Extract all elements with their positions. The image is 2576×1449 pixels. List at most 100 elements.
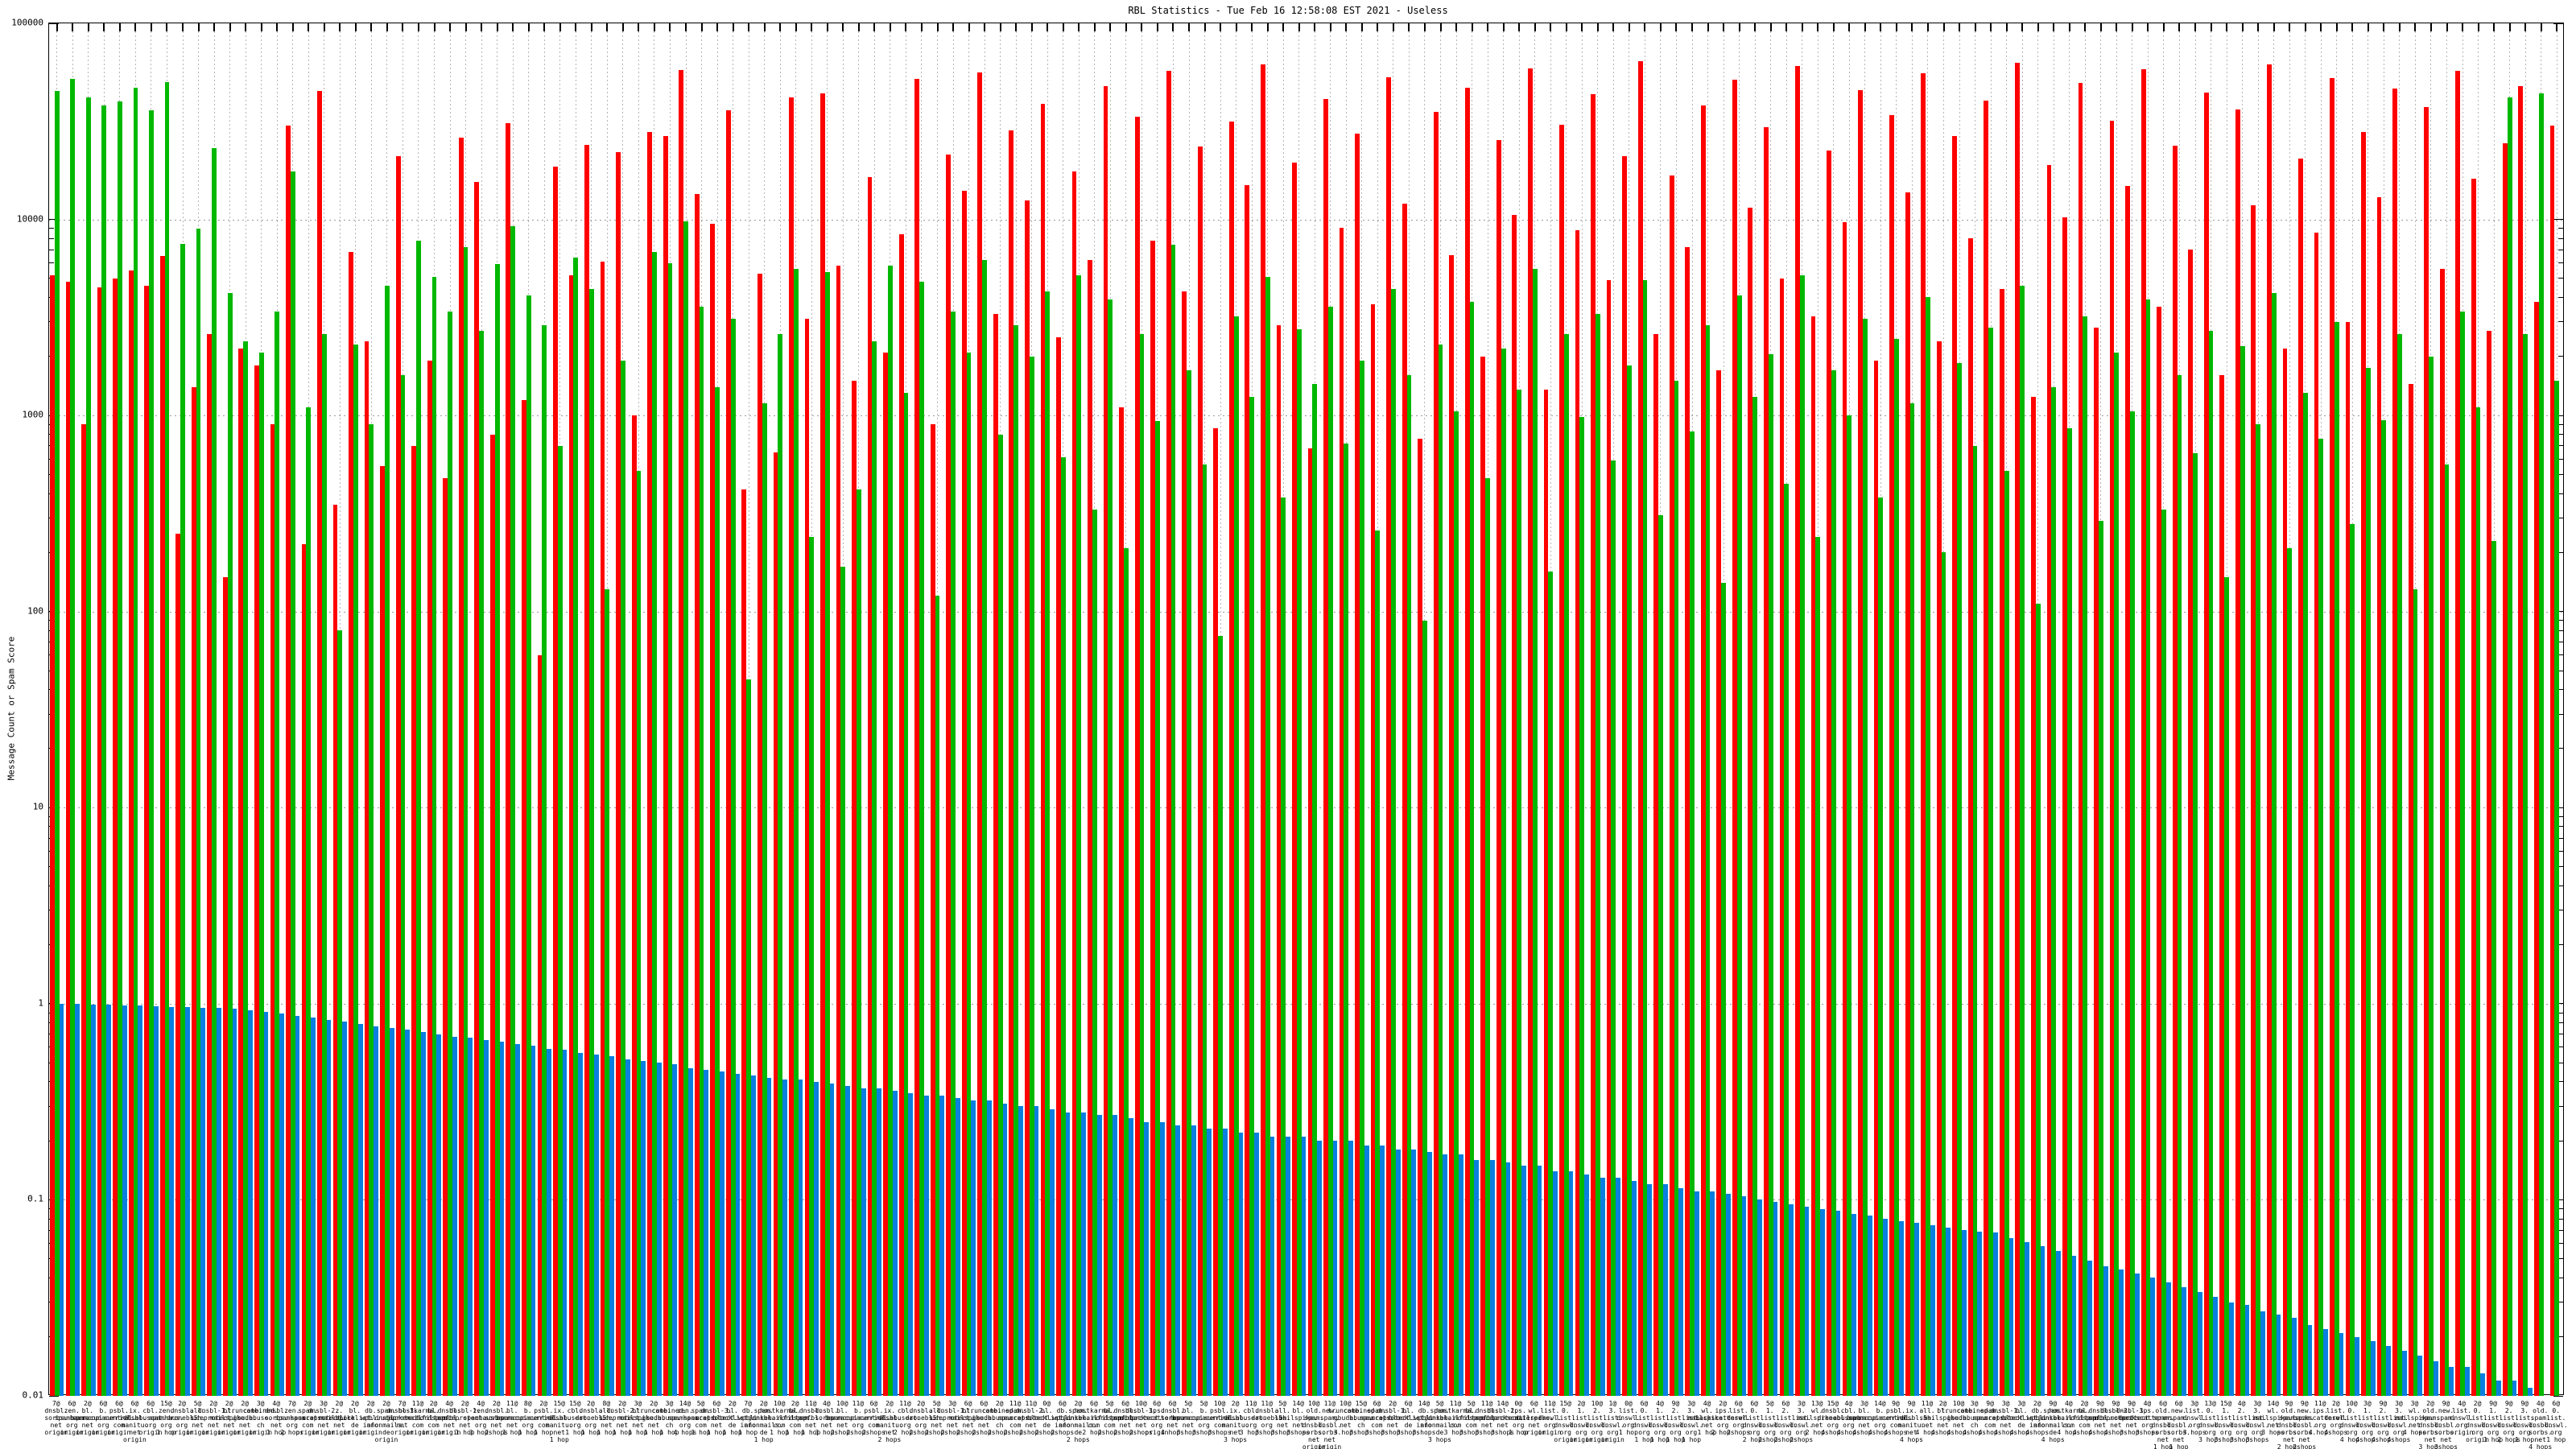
x-tick-label: 2@ db. wpbl. info origin — [358, 1400, 382, 1436]
bar-score — [1269, 1136, 1275, 1396]
bar-spam — [54, 91, 60, 1396]
bar-not-spam — [1873, 361, 1879, 1396]
bar-spam — [1532, 268, 1538, 1396]
x-tick-label: 6@ zen. spamhaus. org origin — [54, 1400, 89, 1436]
bar-spam — [1281, 497, 1286, 1396]
bar-spam — [1784, 483, 1790, 1396]
y-minor-tick — [2558, 1208, 2563, 1210]
x-tick-label: 14@ wl. mailspike. net 3 hops — [2253, 1400, 2293, 1436]
y-minor-tick — [2558, 1336, 2563, 1338]
bar-not-spam — [1245, 184, 1250, 1396]
bar-score — [59, 1003, 64, 1396]
x-top-tick — [716, 23, 719, 31]
bar-score — [248, 1009, 253, 1396]
x-tick-label: 0@ list. dnswl. org 1 hop — [1616, 1400, 1641, 1436]
bar-not-spam — [1575, 230, 1580, 1396]
bar-not-spam — [2361, 131, 2366, 1396]
x-top-tick — [2210, 23, 2212, 31]
bar-score — [2008, 1237, 2014, 1396]
bar-score — [1128, 1118, 1133, 1396]
x-tick-label: 6@ spam. spamrats. com 3 hops — [1359, 1400, 1395, 1436]
bar-not-spam — [411, 445, 417, 1396]
x-top-tick — [1220, 23, 1222, 31]
y-minor-tick — [2558, 620, 2563, 621]
bar-score — [1065, 1112, 1071, 1396]
x-top-tick — [1125, 23, 1127, 31]
y-minor-tick — [2558, 434, 2563, 436]
bar-spam — [636, 471, 642, 1396]
x-tick-label: 6@ psbl. surriel. com 2 hops — [858, 1400, 890, 1436]
x-tick-label: 9@ ix. dnsbl. manitu. net 4 hops — [1897, 1400, 1926, 1443]
bar-score — [562, 1050, 568, 1396]
bar-score — [766, 1077, 772, 1396]
bar-not-spam — [710, 223, 716, 1396]
y-gridline — [49, 611, 2565, 613]
y-major-tick — [2553, 1395, 2563, 1397]
bar-score — [2464, 1367, 2470, 1396]
bar-spam — [1721, 583, 1726, 1396]
x-top-tick — [118, 23, 121, 31]
bar-spam — [227, 293, 233, 1396]
bar-not-spam — [2094, 328, 2099, 1396]
bar-spam — [258, 352, 264, 1396]
x-top-tick — [1502, 23, 1505, 31]
bar-score — [704, 1069, 709, 1396]
x-top-tick — [1377, 23, 1379, 31]
bar-spam — [2161, 510, 2166, 1396]
x-tick-label: 3@ 3. list. dnswl. org 1 hop — [1679, 1400, 1703, 1443]
bar-score — [719, 1071, 724, 1396]
x-top-tick — [1046, 23, 1049, 31]
bar-not-spam — [97, 287, 102, 1396]
y-tick-label: 100 — [27, 605, 43, 617]
y-minor-tick — [2558, 1105, 2563, 1107]
x-tick-label: 9@ spam. spamrats. com 4 hops — [1972, 1400, 2008, 1436]
x-tick-label: 11@ dnsbl. dronebl. org 3 hops — [1251, 1400, 1282, 1436]
bar-not-spam — [1449, 254, 1455, 1396]
x-tick-label: 2@ bl. nordspam. com 4 hops — [2066, 1400, 2102, 1436]
bar-spam — [321, 334, 327, 1396]
bar-score — [1443, 1154, 1448, 1396]
x-tick-label: 6@ old. spam. dnsbl. sorbs. net 1 hop — [2151, 1400, 2175, 1449]
bar-score — [200, 1008, 206, 1396]
bar-score — [1725, 1194, 1731, 1396]
x-top-tick — [2351, 23, 2354, 31]
bar-spam — [1359, 361, 1364, 1396]
x-tick-label: 10@ hostkarma. junkemailfilter. com 1 ho… — [748, 1400, 811, 1436]
bar-score — [845, 1086, 851, 1396]
bar-not-spam — [993, 313, 998, 1396]
bar-spam — [1233, 316, 1239, 1396]
bar-score — [593, 1055, 599, 1396]
x-top-tick — [229, 23, 231, 31]
bar-not-spam — [50, 275, 55, 1396]
x-tick-label: 6@ hostkarma. junkemailfilter. com 2 hop… — [1063, 1400, 1125, 1436]
bar-not-spam — [175, 533, 181, 1396]
x-top-tick — [1723, 23, 1725, 31]
x-top-tick — [1455, 23, 1458, 31]
bar-spam — [2020, 285, 2025, 1396]
x-tick-label: 8@ all. s5h. net 1 hop — [597, 1400, 617, 1436]
bar-score — [987, 1100, 992, 1396]
x-tick-label: 2@ spam. dnsbl. anonmails. de 2 hops — [1059, 1400, 1098, 1443]
bar-score — [2134, 1274, 2140, 1396]
bar-score — [1773, 1201, 1778, 1396]
bar-score — [1238, 1133, 1244, 1396]
bar-spam — [1265, 276, 1270, 1396]
x-tick-label: 3@ combined. abuse. ch origin — [242, 1400, 279, 1436]
bar-score — [1883, 1219, 1889, 1396]
x-top-tick — [748, 23, 750, 31]
x-top-tick — [2116, 23, 2118, 31]
bar-spam — [762, 403, 767, 1396]
bar-spam — [557, 445, 563, 1396]
bar-not-spam — [332, 505, 338, 1396]
bar-not-spam — [1464, 87, 1470, 1396]
x-tick-label: 4@ cbl. abuseat. org 4 hops — [1833, 1400, 1864, 1436]
y-axis-label: Message Count or Spam Score — [6, 636, 17, 781]
bar-spam — [2475, 407, 2481, 1396]
bar-not-spam — [522, 399, 526, 1396]
bar-spam — [70, 79, 76, 1396]
bar-not-spam — [254, 365, 259, 1396]
bar-not-spam — [1622, 156, 1627, 1396]
x-top-tick — [291, 23, 294, 31]
x-top-tick — [2477, 23, 2479, 31]
x-tick-label: 2@ bl. nordspam. com origin — [415, 1400, 452, 1436]
